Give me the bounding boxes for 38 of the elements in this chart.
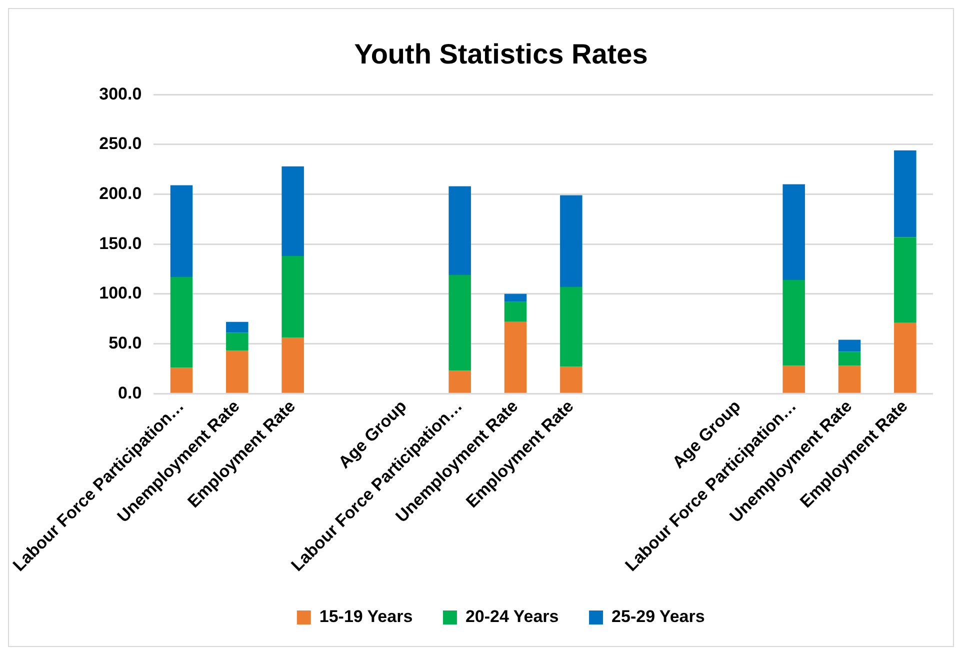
- bar: [226, 332, 248, 351]
- bar: [894, 322, 916, 393]
- bar: [170, 185, 193, 277]
- legend-label: 25-29 Years: [612, 607, 705, 626]
- bar: [170, 368, 193, 393]
- legend-label: 15-19 Years: [319, 607, 413, 626]
- bar: [782, 184, 805, 280]
- bar: [838, 340, 861, 352]
- bar: [894, 237, 916, 323]
- bar: [448, 274, 471, 371]
- bar: [838, 366, 861, 393]
- bar: [560, 286, 582, 367]
- bar: [226, 350, 248, 393]
- y-tick-label: 150.0: [99, 234, 142, 253]
- y-tick-label: 250.0: [99, 134, 142, 154]
- chart-title: Youth Statistics Rates: [354, 38, 648, 70]
- bar: [448, 186, 471, 275]
- bar: [504, 302, 527, 322]
- bar: [226, 322, 248, 333]
- y-tick-label: 100.0: [99, 284, 142, 303]
- bar: [782, 366, 805, 393]
- bar: [282, 256, 304, 338]
- y-tick-label: 0.0: [118, 383, 142, 402]
- y-tick-label: 50.0: [108, 333, 142, 352]
- bar: [170, 276, 193, 368]
- legend-label: 20-24 Years: [465, 607, 559, 626]
- bar: [282, 166, 304, 256]
- bar: [894, 150, 916, 238]
- bar: [560, 195, 582, 287]
- bar: [448, 370, 471, 393]
- bar: [282, 338, 304, 393]
- bar: [504, 322, 527, 393]
- y-tick-label: 300.0: [99, 84, 142, 104]
- bar: [782, 280, 805, 366]
- bar: [504, 294, 527, 302]
- y-tick-label: 200.0: [99, 184, 142, 203]
- bar: [560, 366, 582, 393]
- bar: [838, 352, 861, 366]
